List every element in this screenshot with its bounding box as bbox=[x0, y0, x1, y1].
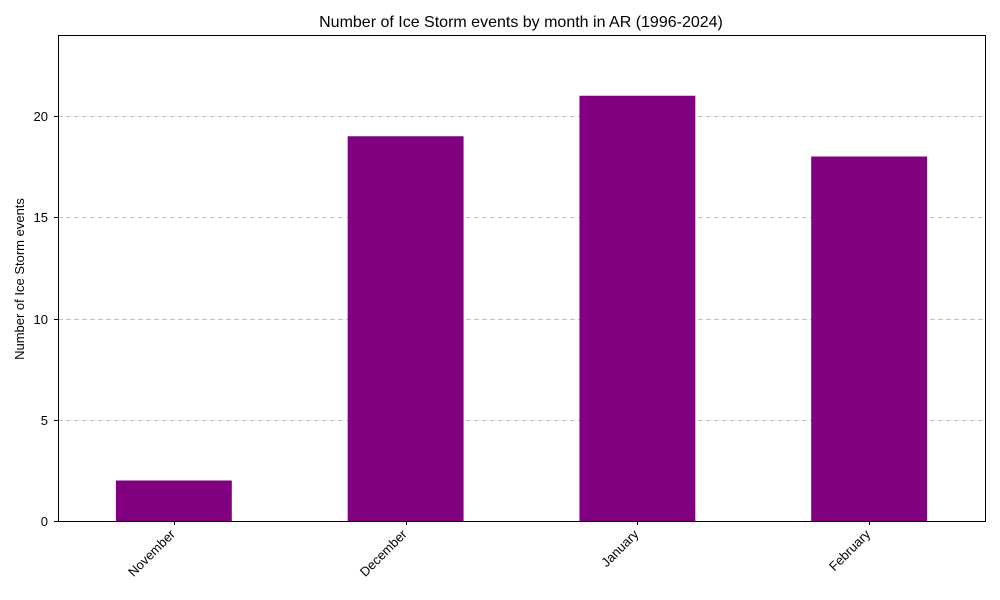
bar-december bbox=[347, 136, 464, 521]
y-tick-label-20: 20 bbox=[34, 109, 48, 124]
x-tick-label-december: December bbox=[357, 526, 410, 579]
y-tick-label-15: 15 bbox=[34, 210, 48, 225]
x-axis-ticks: November December January February bbox=[125, 521, 874, 580]
x-tick-label-november: November bbox=[125, 526, 178, 579]
chart-title: Number of Ice Storm events by month in A… bbox=[319, 14, 723, 31]
y-tick-label-0: 0 bbox=[41, 514, 48, 529]
bar-november bbox=[115, 480, 232, 521]
y-tick-label-5: 5 bbox=[41, 413, 48, 428]
y-tick-label-10: 10 bbox=[34, 312, 48, 327]
bar-january bbox=[579, 95, 696, 521]
bar-february bbox=[811, 156, 928, 521]
plot-frame bbox=[58, 35, 986, 522]
x-tick-label-january: January bbox=[598, 526, 642, 570]
y-axis-label: Number of Ice Storm events bbox=[12, 198, 27, 360]
bars bbox=[115, 95, 928, 521]
y-axis-ticks: 0 5 10 15 20 bbox=[34, 109, 58, 529]
x-tick-label-february: February bbox=[826, 526, 874, 574]
